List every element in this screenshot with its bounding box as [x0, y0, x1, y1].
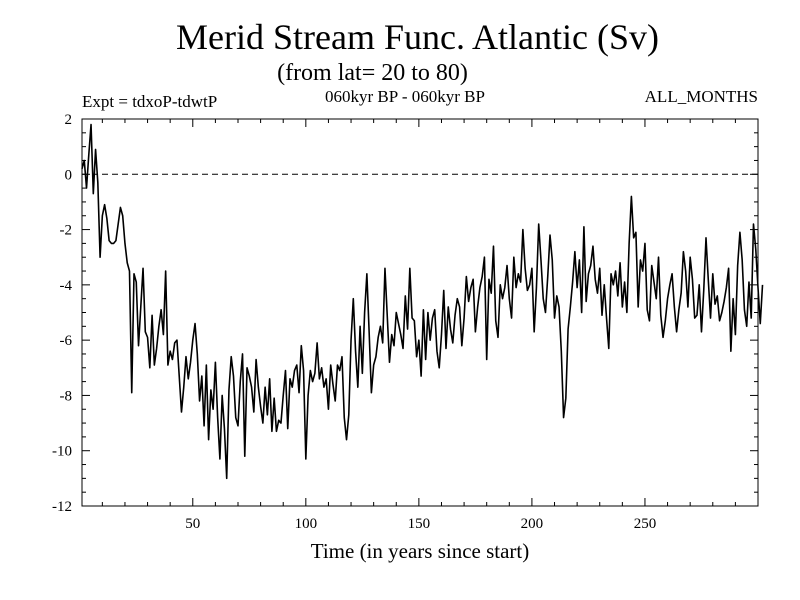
ticks-layer — [82, 118, 759, 507]
x-tick-label: 150 — [408, 516, 431, 532]
y-tick-label: -10 — [52, 444, 72, 460]
period-label: 060kyr BP - 060kyr BP — [325, 87, 485, 106]
y-tick-label: 0 — [65, 167, 73, 183]
y-tick-label: -4 — [60, 278, 73, 294]
y-tick-label: 2 — [65, 112, 73, 128]
series-line — [81, 123, 764, 480]
y-tick-label: -6 — [60, 333, 73, 349]
axes-layer — [81, 118, 759, 507]
x-axis-label: Time (in years since start) — [310, 539, 530, 563]
tick-labels-layer: 2 0 -2 -4 -6 -8 -10 -12 50 100 150 200 250 — [52, 112, 656, 532]
y-tick-label: -8 — [60, 388, 73, 404]
chart-subtitle: (from lat= 20 to 80) — [277, 60, 468, 86]
x-tick-label: 250 — [634, 516, 657, 532]
x-tick-label: 100 — [295, 516, 318, 532]
months-label: ALL_MONTHS — [644, 87, 758, 106]
experiment-label: Expt = tdxoP-tdwtP — [82, 92, 218, 111]
y-tick-label: -2 — [60, 223, 73, 239]
plot-frame — [81, 118, 759, 507]
y-tick-label: -12 — [52, 499, 72, 515]
chart-title: Merid Stream Func. Atlantic (Sv) — [176, 17, 659, 57]
x-tick-label: 50 — [185, 516, 200, 532]
series-layer — [81, 123, 764, 480]
x-tick-label: 200 — [521, 516, 544, 532]
